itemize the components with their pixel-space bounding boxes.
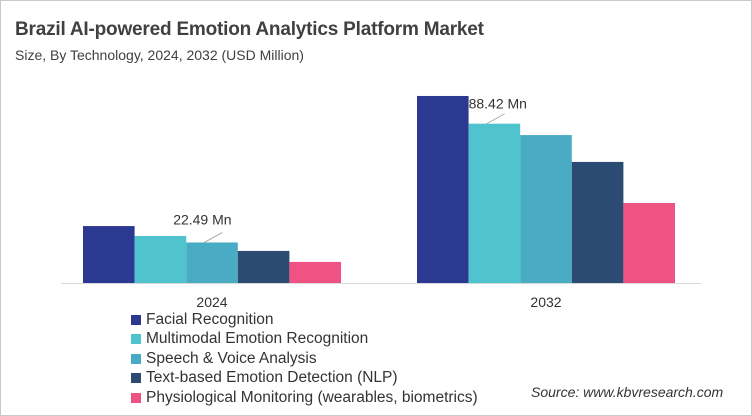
data-label: 88.42 Mn: [469, 96, 527, 112]
legend-item: Multimodal Emotion Recognition: [131, 330, 478, 350]
bar-2032-1: [468, 123, 521, 283]
data-label: 22.49 Mn: [173, 211, 231, 227]
bar-2032-4: [623, 203, 675, 283]
legend-label: Speech & Voice Analysis: [146, 349, 317, 367]
legend-label: Multimodal Emotion Recognition: [146, 330, 369, 348]
legend-item: Speech & Voice Analysis: [131, 349, 478, 369]
legend-label: Facial Recognition: [146, 310, 274, 328]
legend-label: Physiological Monitoring (wearables, bio…: [146, 388, 478, 406]
bar-2032-2: [520, 135, 572, 283]
legend-swatch: [131, 334, 141, 345]
legend-item: Physiological Monitoring (wearables, bio…: [131, 388, 478, 408]
bar-2024-2: [186, 242, 238, 283]
legend: Facial Recognition Multimodal Emotion Rec…: [131, 310, 478, 408]
legend-swatch: [131, 392, 141, 403]
annotation-leader-line: [204, 232, 223, 243]
bar-2024-1: [134, 235, 187, 283]
chart-title: Brazil AI-powered Emotion Analytics Plat…: [15, 19, 484, 40]
bar-2032-3: [571, 161, 624, 283]
bar-2032-0: [417, 95, 469, 283]
chart-subtitle: Size, By Technology, 2024, 2032 (USD Mil…: [15, 47, 304, 63]
legend-swatch: [131, 373, 141, 384]
bar-2024-0: [83, 226, 135, 283]
source-note: Source: www.kbvresearch.com: [531, 384, 724, 400]
x-tick-label: 2032: [530, 294, 561, 310]
legend-item: Text-based Emotion Detection (NLP): [131, 369, 478, 389]
x-tick-label: 2024: [196, 294, 227, 310]
bar-2024-3: [237, 250, 290, 283]
bar-2024-4: [289, 261, 341, 283]
legend-item: Facial Recognition: [131, 310, 478, 330]
legend-swatch: [131, 314, 141, 325]
annotation-leader-line: [486, 113, 505, 125]
legend-label: Text-based Emotion Detection (NLP): [146, 369, 398, 387]
legend-swatch: [131, 353, 141, 364]
